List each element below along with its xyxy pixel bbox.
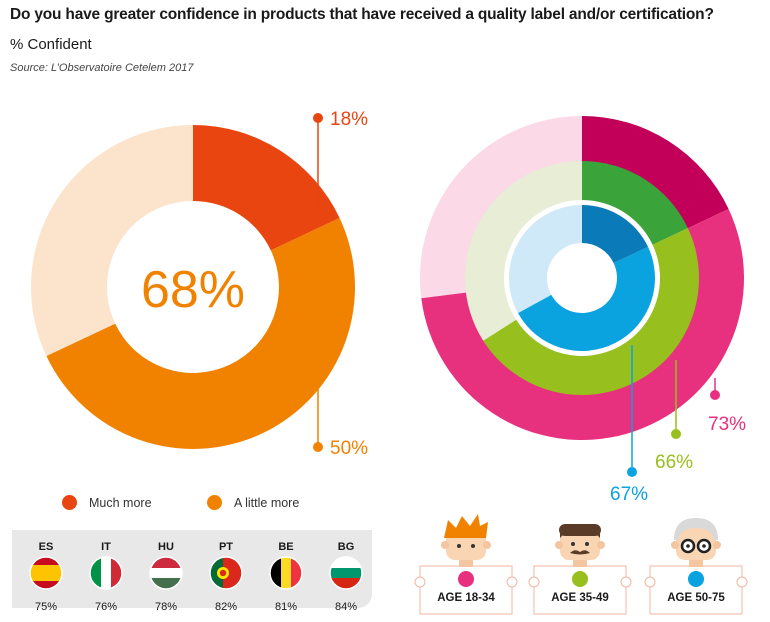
country-code: BG xyxy=(337,541,355,553)
country-es: ES 75% xyxy=(16,530,76,613)
country-table: ES 75% IT 76% HU 78% PT 82% xyxy=(12,530,372,613)
chart-source: Source: L’Observatoire Cetelem 2017 xyxy=(10,62,194,74)
card-tab-right xyxy=(620,576,632,588)
person-hair-grey xyxy=(674,518,718,540)
overall-donut-chart: 68% 18% 50% xyxy=(30,109,368,459)
ring-leader-dot-age-18-34 xyxy=(710,390,720,400)
person-eye-left xyxy=(571,542,575,546)
young-person-icon xyxy=(414,514,518,615)
age-rings-chart: 73% 66% 67% xyxy=(419,116,746,505)
ring-value-label-age-18-34: 73% xyxy=(708,414,746,435)
legend-a-little-more-dot xyxy=(207,495,222,510)
ring-bg-age-35-49 xyxy=(465,161,582,341)
ring-value-label-age-35-49: 66% xyxy=(655,452,693,473)
donut-label-much-more: 18% xyxy=(330,109,368,130)
leader-dot-much-more xyxy=(313,113,323,123)
country-it: IT 76% xyxy=(76,530,136,613)
ring-main-age-18-34 xyxy=(421,209,744,440)
ring-accent-age-35-49 xyxy=(582,161,688,245)
ring-accent-age-50-75 xyxy=(582,205,649,264)
age-label-18-34: AGE 18-34 xyxy=(437,592,495,604)
country-hu: HU 78% xyxy=(136,530,196,613)
legend-much-more-label: Much more xyxy=(89,495,152,510)
country-code: HU xyxy=(158,541,174,553)
ring-main-age-50-75 xyxy=(518,246,656,352)
age-label-35-49: AGE 35-49 xyxy=(551,592,609,604)
portugal-flag-icon xyxy=(209,556,243,590)
age-color-dot xyxy=(688,571,704,587)
person-eye-right xyxy=(702,544,706,548)
card-tab-left xyxy=(644,576,656,588)
person-ear-left xyxy=(555,541,563,549)
country-pct: 84% xyxy=(334,601,358,613)
person-ear-right xyxy=(713,541,721,549)
person-ear-left xyxy=(441,541,449,549)
ring-bg-age-50-75 xyxy=(509,205,582,314)
card-tab-left xyxy=(528,576,540,588)
mustache-man-icon xyxy=(528,524,632,615)
country-be: BE 81% xyxy=(256,530,316,613)
legend-a-little-more: A little more xyxy=(207,495,299,510)
country-bg: BG 84% xyxy=(316,530,376,613)
italy-flag-icon xyxy=(89,556,123,590)
legend-much-more: Much more xyxy=(62,495,152,510)
elderly-person-glasses-icon xyxy=(644,518,748,615)
ring-main-age-35-49 xyxy=(483,228,700,396)
person-hair-top xyxy=(559,524,601,536)
country-code: BE xyxy=(278,541,294,553)
person-eye-right xyxy=(585,542,589,546)
person-ear-right xyxy=(597,541,605,549)
age-label-50-75: AGE 50-75 xyxy=(667,592,725,604)
age-color-dot xyxy=(572,571,588,587)
ring-value-label-age-50-75: 67% xyxy=(610,484,648,505)
age-people-illustrations xyxy=(414,514,748,615)
country-pt: PT 82% xyxy=(196,530,256,613)
person-eye-right xyxy=(471,544,475,548)
person-ear-right xyxy=(483,541,491,549)
spain-flag-icon xyxy=(29,556,63,590)
donut-slice-a-little-more xyxy=(46,218,355,449)
card-tab-left xyxy=(414,576,426,588)
card-tab-right xyxy=(506,576,518,588)
ring-bg-age-18-34 xyxy=(419,116,582,299)
belgium-flag-icon xyxy=(269,556,303,590)
chart-subtitle: % Confident xyxy=(10,36,92,53)
donut-slice-remainder xyxy=(30,125,194,356)
country-code: PT xyxy=(218,541,234,553)
age-color-dot xyxy=(458,571,474,587)
person-hair-spiky xyxy=(444,514,488,538)
donut-slice-much-more xyxy=(193,125,340,251)
legend-a-little-more-label: A little more xyxy=(234,495,300,510)
leader-dot-a-little-more xyxy=(313,442,323,452)
person-eye-left xyxy=(457,544,461,548)
ring-leader-dot-age-50-75 xyxy=(627,467,637,477)
hungary-flag-icon xyxy=(149,556,183,590)
chart-title: Do you have greater confidence in produc… xyxy=(10,6,714,23)
country-code: IT xyxy=(101,541,111,553)
person-eye-left xyxy=(686,544,690,548)
country-pct: 76% xyxy=(94,601,118,613)
country-pct: 78% xyxy=(154,601,178,613)
country-code: ES xyxy=(38,541,54,553)
country-pct: 82% xyxy=(214,601,238,613)
country-pct: 81% xyxy=(274,601,298,613)
donut-center-label: 68% xyxy=(141,261,245,319)
country-pct: 75% xyxy=(34,601,58,613)
card-tab-right xyxy=(736,576,748,588)
person-mustache xyxy=(570,550,590,555)
person-ear-left xyxy=(671,541,679,549)
ring-accent-age-18-34 xyxy=(582,116,729,229)
legend-much-more-dot xyxy=(62,495,77,510)
ring-leader-dot-age-35-49 xyxy=(671,429,681,439)
donut-label-a-little-more: 50% xyxy=(330,438,368,459)
bulgaria-flag-icon xyxy=(329,556,363,590)
